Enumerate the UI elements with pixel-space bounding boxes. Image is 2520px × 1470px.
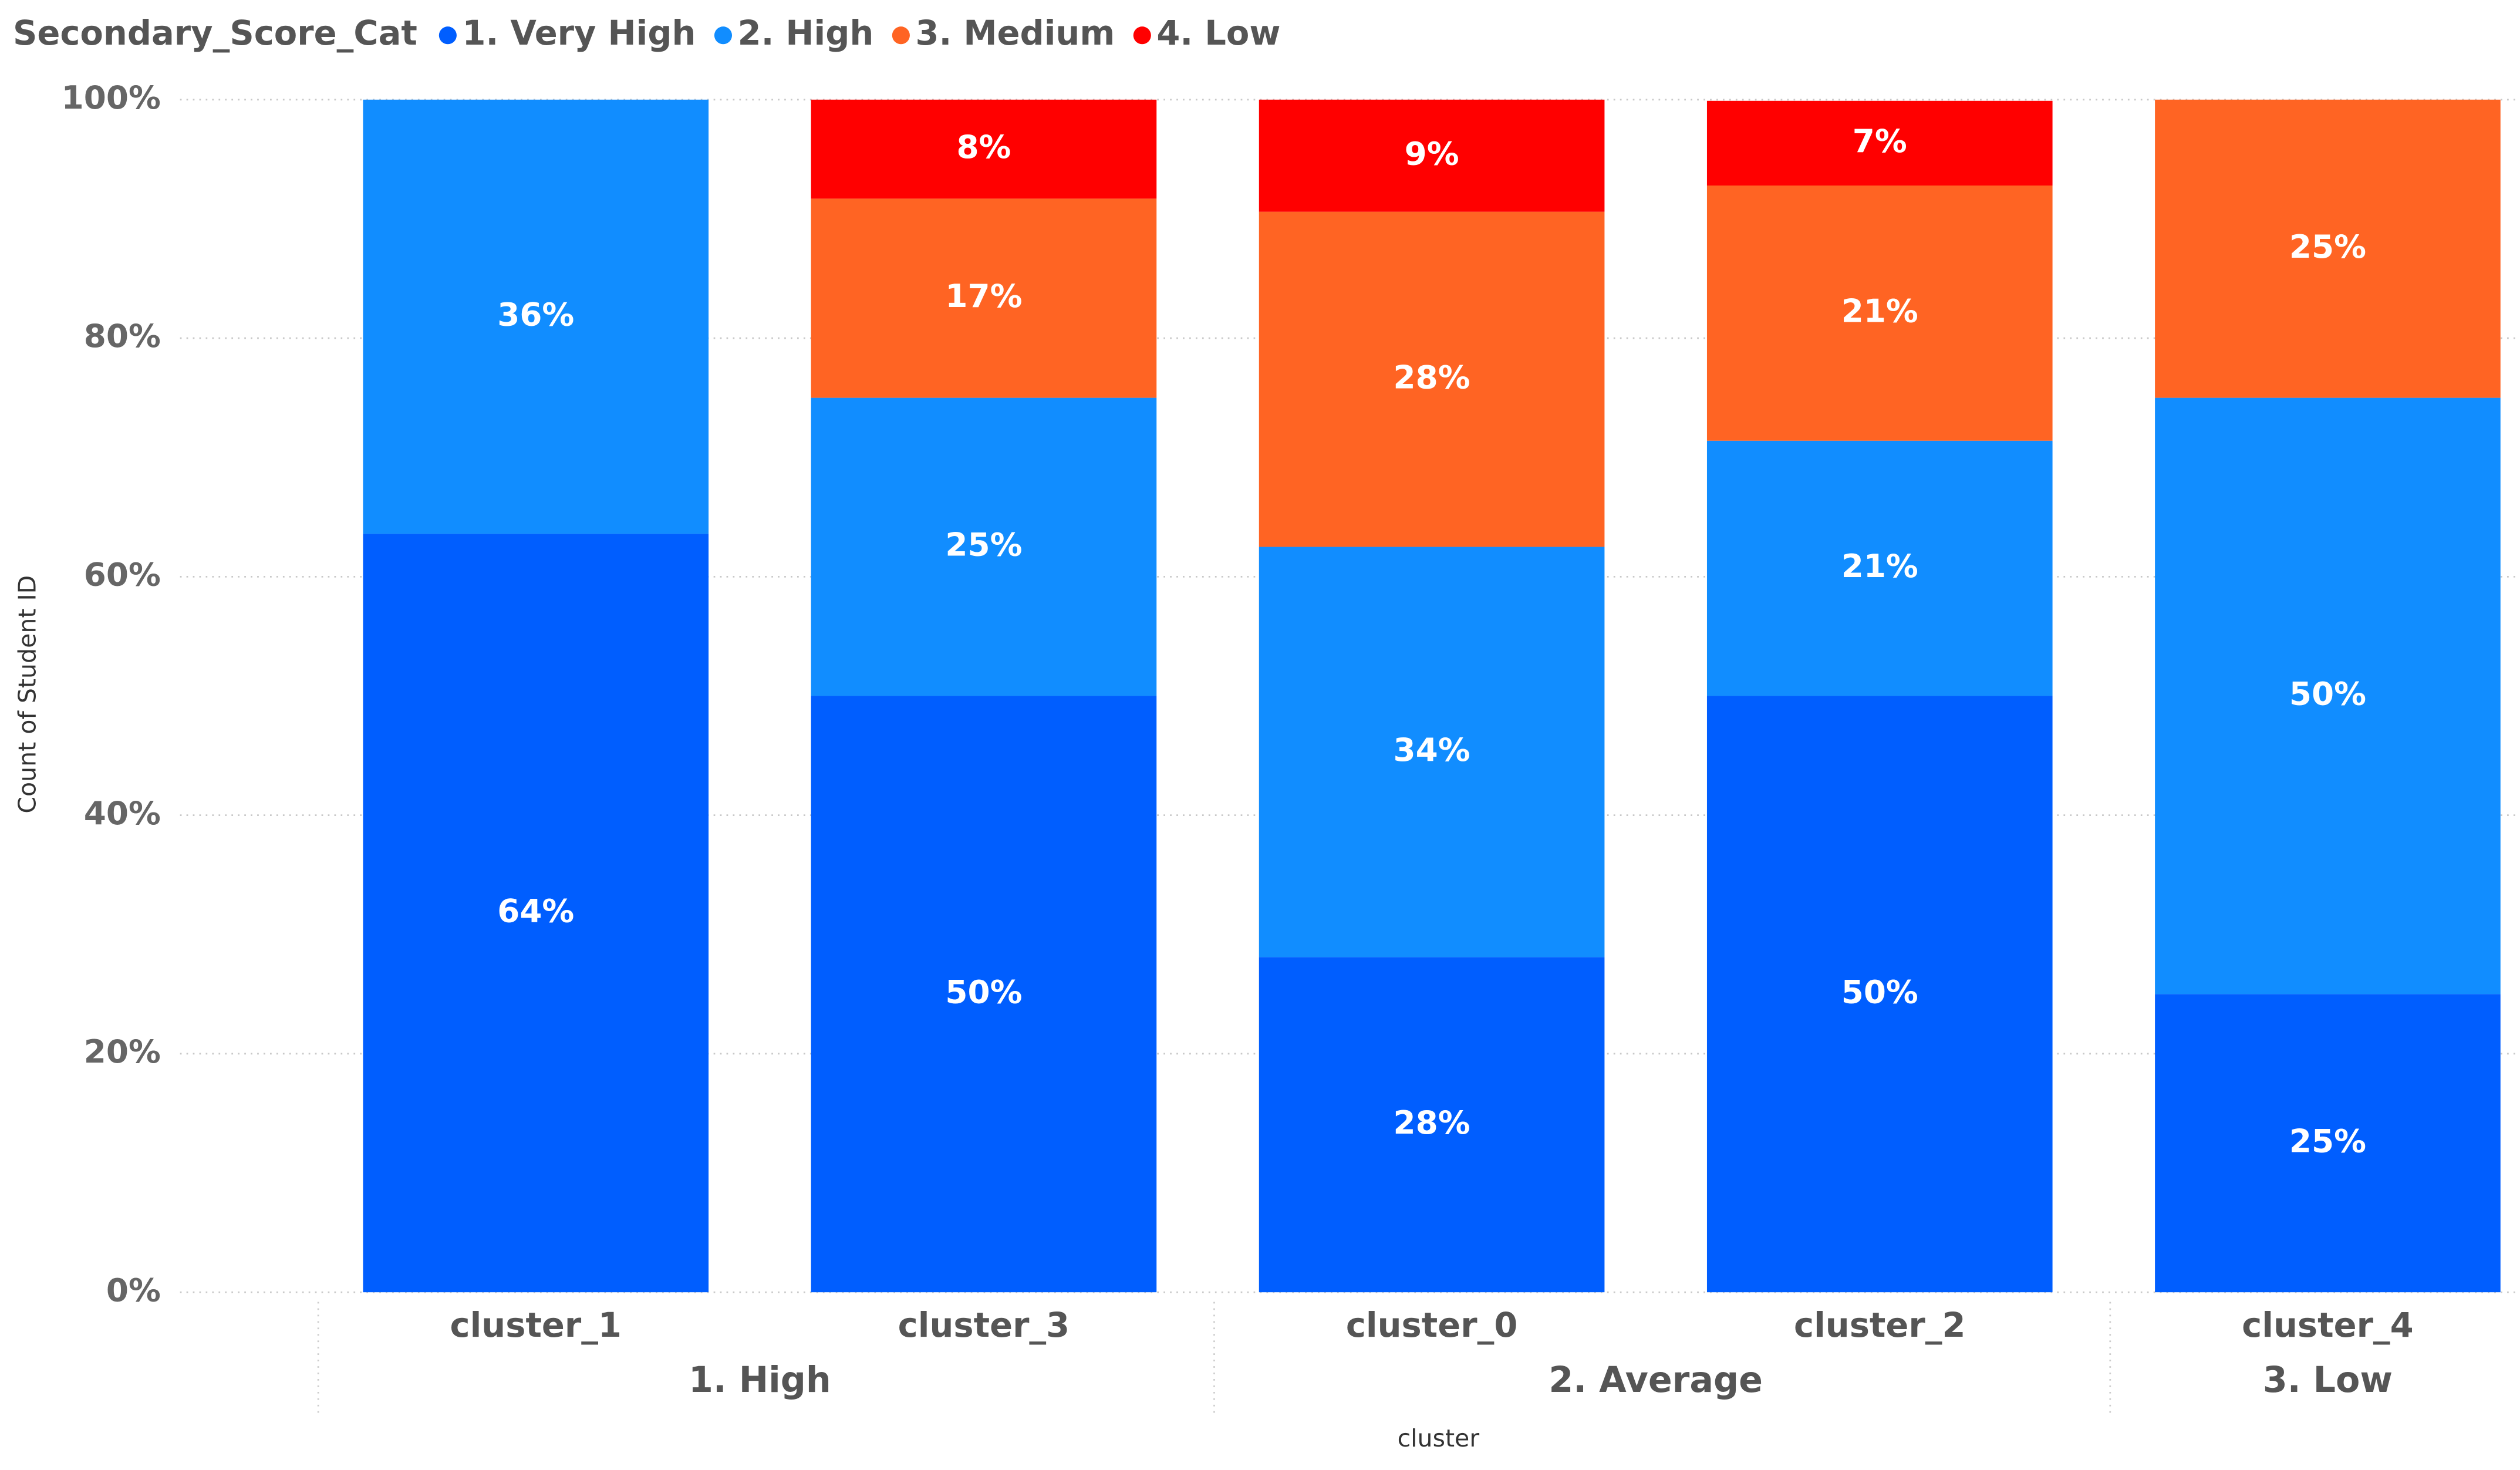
legend-marker xyxy=(438,26,457,45)
data-label: 7% xyxy=(1853,122,1907,160)
data-label: 50% xyxy=(2289,675,2366,713)
y-tick-label: 20% xyxy=(84,1033,161,1070)
data-label: 64% xyxy=(497,892,574,929)
bar-segment xyxy=(1259,99,1605,212)
bar-segment xyxy=(1259,957,1605,1293)
bar-segment xyxy=(1706,440,2053,696)
data-label: 50% xyxy=(1841,973,1918,1010)
x-tick-label: cluster_4 xyxy=(2242,1306,2413,1345)
legend-label: 4. Low xyxy=(1156,14,1280,53)
bar-segment xyxy=(1259,211,1605,547)
bar-segment xyxy=(811,99,1157,199)
data-label: 21% xyxy=(1841,547,1918,585)
group-label: 1. High xyxy=(689,1360,831,1401)
data-label: 9% xyxy=(1405,134,1459,172)
data-label: 21% xyxy=(1841,292,1918,330)
x-tick-label: cluster_0 xyxy=(1346,1306,1517,1345)
x-tick-label: cluster_1 xyxy=(450,1306,622,1345)
bar-segment xyxy=(811,397,1157,696)
bar-segment xyxy=(363,534,709,1293)
y-tick-label: 100% xyxy=(62,79,161,116)
bar-segment xyxy=(363,99,709,534)
legend-title: Secondary_Score_Cat xyxy=(13,14,417,53)
y-tick-label: 80% xyxy=(84,317,161,355)
bar-segment xyxy=(1259,547,1605,957)
legend-marker xyxy=(1133,26,1151,45)
group-label: 2. Average xyxy=(1549,1360,1763,1401)
x-axis-title: cluster xyxy=(1398,1424,1480,1452)
bar-segment xyxy=(2155,994,2501,1293)
legend-marker xyxy=(892,26,910,45)
data-label: 36% xyxy=(497,296,574,333)
y-tick-label: 0% xyxy=(106,1271,161,1309)
data-label: 50% xyxy=(945,973,1022,1010)
data-label: 8% xyxy=(956,128,1011,166)
data-label: 25% xyxy=(2289,228,2366,265)
bar-segment xyxy=(1706,100,2053,186)
legend-label: 3. Medium xyxy=(916,14,1115,53)
x-tick-label: cluster_3 xyxy=(898,1306,1070,1345)
data-label: 25% xyxy=(2289,1122,2366,1159)
data-label: 34% xyxy=(1394,731,1470,768)
data-label: 25% xyxy=(945,526,1022,564)
bar-segment xyxy=(811,696,1157,1293)
legend-marker xyxy=(714,26,733,45)
bar-segment xyxy=(1706,186,2053,441)
y-tick-label: 40% xyxy=(84,794,161,832)
bar-segment xyxy=(2155,397,2501,994)
data-label: 17% xyxy=(945,277,1022,315)
bar-segment xyxy=(2155,99,2501,398)
x-tick-label: cluster_2 xyxy=(1794,1306,1965,1345)
bar-segment xyxy=(1706,696,2053,1293)
data-label: 28% xyxy=(1394,1104,1470,1141)
legend-label: 2. High xyxy=(738,14,874,53)
bar-segment xyxy=(811,198,1157,398)
group-label: 3. Low xyxy=(2263,1360,2393,1401)
data-label: 28% xyxy=(1394,358,1470,396)
y-axis-title: Count of Student ID xyxy=(13,575,41,814)
y-tick-label: 60% xyxy=(84,555,161,593)
legend-label: 1. Very High xyxy=(463,14,696,53)
